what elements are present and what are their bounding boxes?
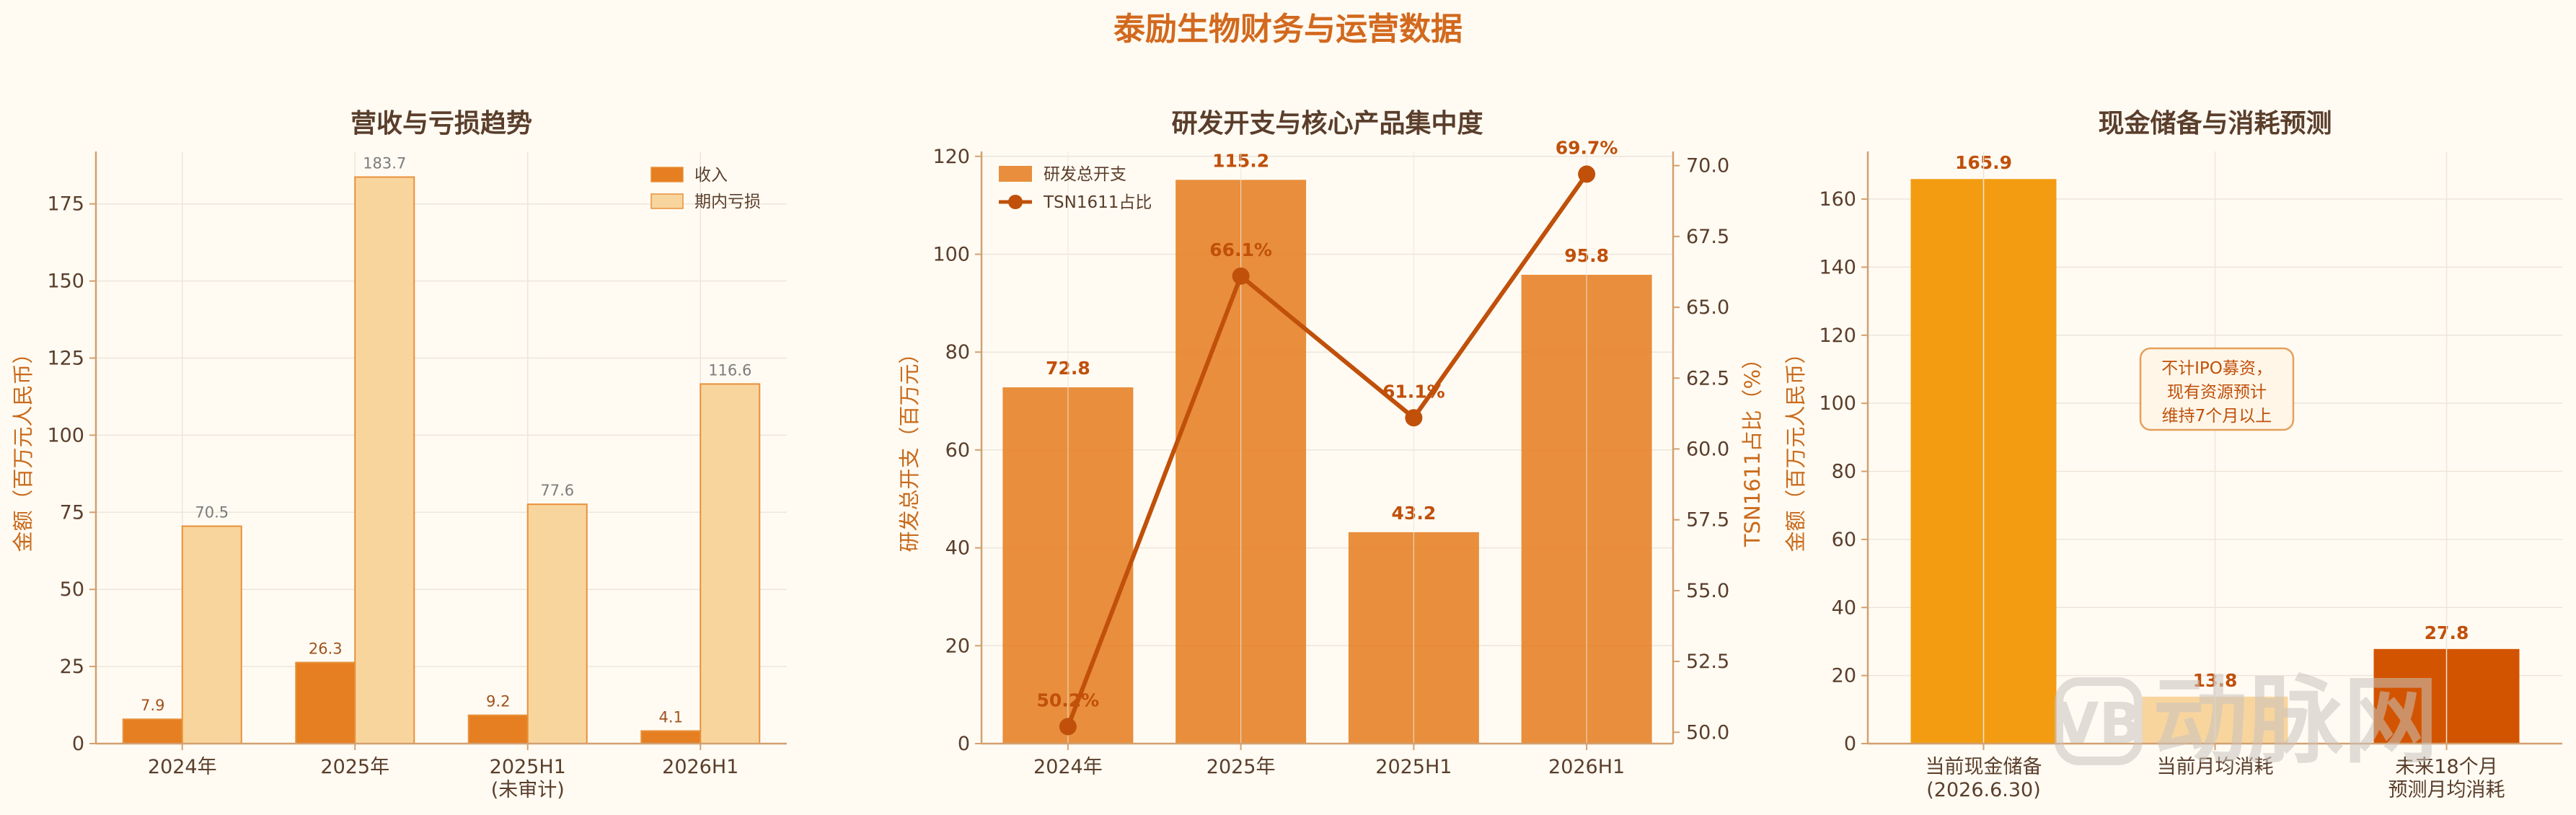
x-tick-label: 当前月均消耗 (2157, 756, 2274, 778)
annotation-box (2139, 347, 2295, 431)
annotation-text: 不计IPO募资，现有资源预计维持7个月以上 (2161, 359, 2272, 426)
left-axis-ytick-label: 140 (1819, 256, 1856, 278)
right-ytick-label: 57.5 (1686, 509, 1729, 532)
legend-label: TSN1611占比 (1043, 193, 1152, 212)
data-label: 7.9 (141, 697, 164, 714)
left-axis-ytick-label: 100 (932, 243, 970, 265)
ratio-line (1066, 172, 1589, 728)
left-axis-ytick-label: 100 (1819, 392, 1856, 415)
data-label: 26.3 (309, 640, 343, 658)
left-axis-ytick-label: 40 (945, 537, 970, 560)
cash-burn-chart: 现金储备与消耗预测020406080100120140160165.913.82… (1783, 108, 2562, 801)
x-tick-label: 2026H1 (1548, 756, 1625, 778)
revenue-loss-chart: 营收与亏损趋势 0 25 50 75 100 125 150 175 7.9 26.3 9.2 4.1 7… (11, 109, 787, 801)
y-axis-label: 金额（百万元人民币） (11, 343, 35, 552)
revenue-bar (467, 714, 529, 744)
line-data-label: 50.2% (1037, 690, 1100, 710)
left-axis-ytick-label: 150 (47, 270, 84, 293)
line-data-label: 69.7% (1556, 137, 1618, 158)
right-y-axis-label: TSN1611占比（%） (1740, 348, 1765, 547)
line-data-label: 66.1% (1209, 239, 1272, 260)
legend-label: 收入 (694, 166, 728, 185)
ratio-point (1059, 718, 1077, 736)
left-axis-ytick-label: 175 (47, 193, 84, 216)
left-axis-ytick-label: 25 (60, 656, 84, 678)
watermark-badge (2055, 677, 2143, 765)
right-ytick-label: 52.5 (1686, 651, 1729, 673)
loss-bar (181, 525, 242, 744)
revenue-bar (122, 718, 183, 745)
x-tick-label: 2025H1 (1375, 756, 1452, 778)
left-axis-ytick-label: 120 (1819, 325, 1856, 347)
data-label: 77.6 (540, 482, 574, 499)
left-axis-ytick-label: 40 (1832, 596, 1856, 619)
left-axis-ytick-label: 60 (945, 439, 970, 462)
left-axis-ytick-label: 75 (60, 501, 84, 524)
right-ytick-label: 67.5 (1686, 226, 1729, 248)
right-ytick-label: 62.5 (1686, 367, 1729, 389)
loss-bar (700, 383, 761, 744)
data-label: 4.1 (659, 708, 683, 726)
x-tick-label: 未来18个月预测月均消耗 (2388, 756, 2505, 801)
data-label: 116.6 (708, 361, 751, 379)
left-axis-ytick-label: 120 (932, 146, 970, 168)
data-label: 9.2 (486, 693, 510, 710)
left-axis-ytick-label: 20 (1832, 665, 1856, 687)
legend-marker (1008, 195, 1023, 209)
legend-swatch (999, 166, 1032, 182)
loss-bar (526, 503, 588, 744)
x-tick-label: 2025年 (320, 756, 389, 778)
legend-label: 期内亏损 (694, 193, 761, 211)
right-ytick-label: 55.0 (1686, 580, 1729, 602)
watermark-text: 动脉网 (2153, 666, 2438, 777)
x-tick-label: 2025年 (1207, 756, 1276, 778)
ratio-point (1578, 165, 1596, 183)
left-axis-ytick-label: 50 (60, 578, 84, 601)
ratio-point (1405, 409, 1423, 427)
left-axis-ytick-label: 125 (47, 347, 84, 369)
left-axis-ytick-label: 60 (1832, 529, 1856, 551)
watermark: VB 动脉网 (2055, 666, 2438, 777)
right-ytick-label: 65.0 (1686, 296, 1729, 319)
x-tick-label: 2026H1 (662, 756, 738, 778)
left-axis-ytick-label: 100 (47, 424, 84, 446)
x-tick-label: 2024年 (1033, 756, 1103, 778)
x-tick-label: 2025H1 (未审计) (490, 756, 566, 801)
legend-swatch (650, 167, 684, 182)
right-ytick-label: 50.0 (1686, 721, 1729, 744)
left-axis-ytick-label: 80 (945, 341, 970, 364)
watermark-badge-text: VB (2055, 692, 2142, 757)
chart-title: 现金储备与消耗预测 (2098, 108, 2332, 138)
revenue-bar (295, 661, 356, 744)
data-label: 183.7 (363, 154, 406, 172)
x-tick-label: 当前现金储备(2026.6.30) (1926, 756, 2042, 801)
y-axis-label: 金额（百万元人民币） (1783, 343, 1808, 552)
line-data-label: 61.1% (1382, 381, 1445, 402)
loss-bar (354, 176, 415, 744)
ratio-point (1232, 267, 1250, 285)
rd-concentration-chart: 研发开支与核心产品集中度02040608010012072.8115.243.2… (897, 109, 1765, 778)
left-axis-ytick-label: 0 (958, 733, 970, 755)
legend-label: 研发总开支 (1044, 165, 1126, 184)
chart-title: 研发开支与核心产品集中度 (1171, 109, 1483, 138)
legend-swatch (650, 193, 684, 209)
left-axis-ytick-label: 160 (1819, 188, 1856, 211)
right-ytick-label: 60.0 (1686, 438, 1729, 460)
revenue-bar (640, 730, 702, 744)
left-axis-ytick-label: 0 (1844, 733, 1856, 755)
figure-title: 泰励生物财务与运营数据 (1113, 11, 1463, 48)
left-axis-ytick-label: 80 (1832, 461, 1856, 483)
chart-title: 营收与亏损趋势 (350, 109, 532, 138)
left-axis-ytick-label: 20 (945, 635, 970, 657)
x-tick-label: 2024年 (148, 756, 217, 778)
data-label: 70.5 (195, 504, 229, 521)
y-axis-label: 研发总开支（百万元） (897, 343, 922, 552)
left-axis-ytick-label: 0 (72, 733, 84, 755)
right-ytick-label: 70.0 (1686, 155, 1729, 177)
